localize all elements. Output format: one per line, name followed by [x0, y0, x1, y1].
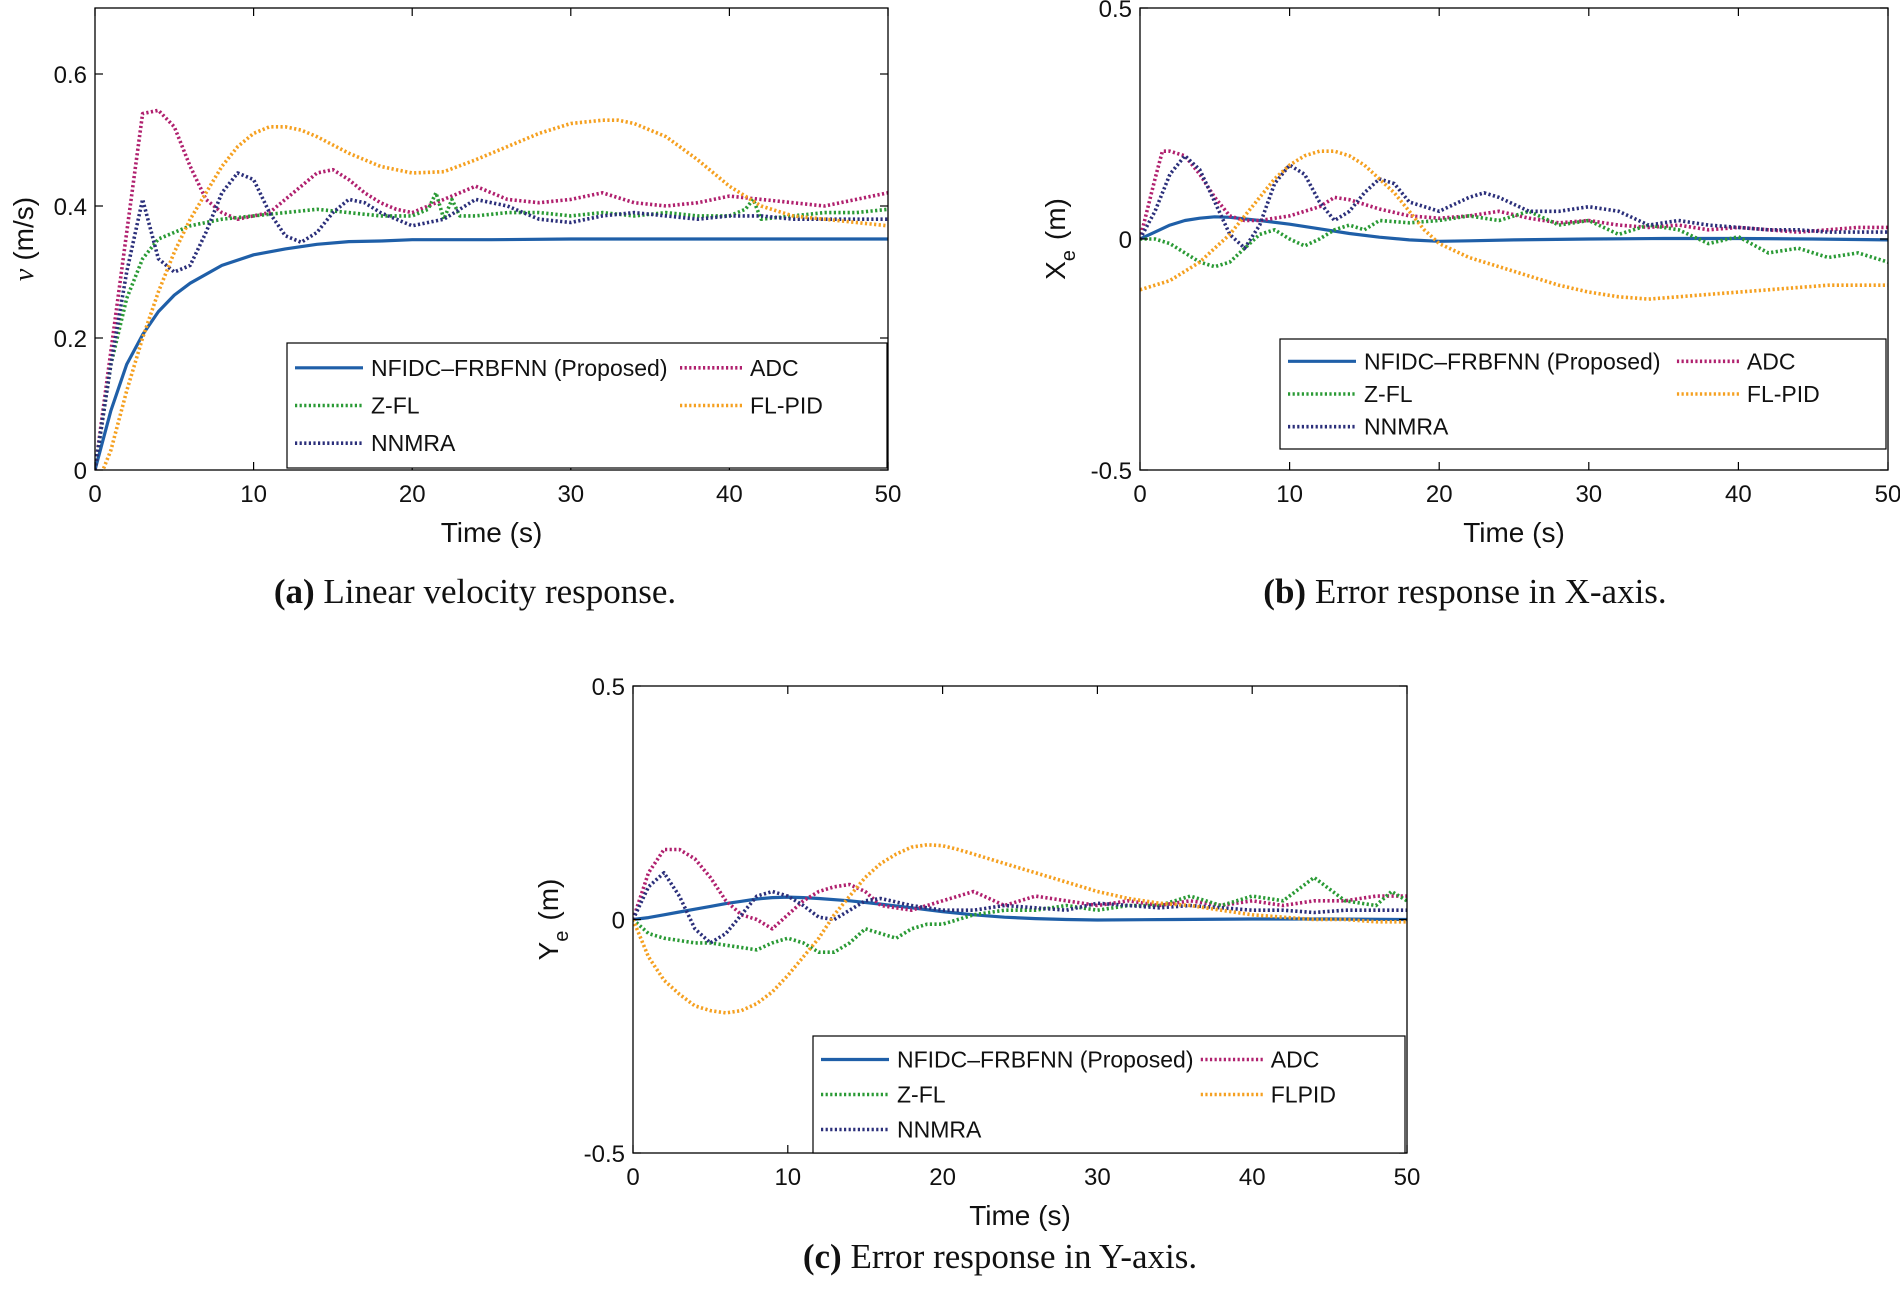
legend-label-nfidc: NFIDC–FRBFNN (Proposed): [1364, 348, 1661, 374]
x-tick-label: 20: [399, 481, 426, 508]
legend-label-z-fl: Z-FL: [897, 1082, 946, 1108]
y-axis-label: ν (m/s): [8, 197, 40, 281]
y-tick-label: 0: [612, 908, 625, 935]
x-tick-label: 40: [1725, 481, 1752, 508]
y-tick-label: 0.5: [1099, 0, 1132, 23]
x-tick-label: 10: [240, 481, 267, 508]
y-axis-label: Xe (m): [1040, 198, 1080, 280]
legend-box: [286, 342, 888, 469]
series-line-nfidc: [1140, 215, 1888, 243]
caption-c-text: Error response in Y-axis.: [841, 1237, 1198, 1276]
axes-box: [94, 7, 889, 471]
legend-label-z-fl: Z-FL: [371, 393, 420, 419]
legend-label-nfidc: NFIDC–FRBFNN (Proposed): [371, 355, 668, 381]
x-tick-label: 50: [875, 481, 902, 508]
legend-label-fl-pid: FL-PID: [750, 393, 823, 419]
series-line-adc: [633, 847, 1407, 931]
legend: NFIDC–FRBFNN (Proposed) ADC Z-FL FL-PID NNMR…: [1279, 338, 1887, 450]
y-tick-label: 0.5: [592, 674, 625, 701]
x-tick-label: 40: [716, 481, 743, 508]
x-tick-label: 30: [1575, 481, 1602, 508]
legend-box: [812, 1035, 1406, 1154]
legend-label-nnmra: NNMRA: [1364, 414, 1449, 440]
x-axis-label: Time (s): [1463, 517, 1565, 548]
y-axis-label-unit: (m): [533, 879, 564, 921]
x-tick-label: 0: [626, 1164, 639, 1191]
caption-b-label: (b): [1263, 572, 1307, 611]
y-tick-label: 0.6: [54, 62, 87, 89]
caption-b-text: Error response in X-axis.: [1306, 572, 1667, 611]
caption-a-label: (a): [273, 572, 315, 611]
legend-label-nnmra: NNMRA: [371, 430, 456, 456]
x-tick-label: 0: [1133, 481, 1146, 508]
chart-linear-velocity: 0 10 20 30 40 50 0 0.2 0.4 0.6 Time (s) ν (m/s) NFIDC…: [8, 7, 902, 548]
y-tick-label: -0.5: [1091, 458, 1132, 485]
series-line-fl-pid: [633, 842, 1407, 1015]
y-axis-label: Ye (m): [533, 879, 573, 961]
series-line-adc: [95, 108, 888, 470]
legend-label-adc: ADC: [750, 355, 799, 381]
y-axis-label-main: ν: [9, 268, 40, 281]
series-line-fl-pid: [101, 118, 888, 470]
x-tick-label: 40: [1239, 1164, 1266, 1191]
y-tick-label: 0: [74, 458, 87, 485]
legend-label-fl-pid: FLPID: [1271, 1082, 1336, 1108]
x-axis-label: Time (s): [441, 517, 543, 548]
series-line-nfidc: [633, 895, 1407, 922]
legend-box: [1279, 338, 1887, 450]
legend-label-adc: ADC: [1271, 1047, 1320, 1073]
series-group: [95, 108, 888, 470]
y-axis-label-main: X: [1040, 261, 1071, 280]
y-tick-label: 0.2: [54, 326, 87, 353]
y-tick-label: 0: [1119, 227, 1132, 254]
y-axis-label-sub: e: [1058, 250, 1080, 261]
series-line-z-fl: [633, 875, 1407, 955]
x-tick-label: 10: [1276, 481, 1303, 508]
x-tick-label: 50: [1875, 481, 1900, 508]
series-group: [633, 842, 1407, 1015]
series-line-z-fl: [95, 191, 888, 470]
x-tick-label: 10: [774, 1164, 801, 1191]
legend-label-adc: ADC: [1747, 348, 1796, 374]
series-line-fl-pid: [1140, 149, 1888, 301]
caption-b: (b) Error response in X-axis.: [1030, 572, 1900, 612]
x-tick-label: 30: [557, 481, 584, 508]
y-axis-label-unit: (m): [1040, 198, 1071, 240]
series-line-nnmra: [1140, 154, 1888, 250]
caption-c: (c) Error response in Y-axis.: [600, 1237, 1400, 1277]
legend: NFIDC–FRBFNN (Proposed) ADC Z-FL FL-PID NNMR…: [286, 342, 888, 469]
series-line-nnmra: [95, 171, 888, 470]
legend-label-z-fl: Z-FL: [1364, 381, 1413, 407]
x-tick-label: 20: [929, 1164, 956, 1191]
caption-c-label: (c): [802, 1237, 842, 1276]
y-axis-label-sub: e: [551, 931, 573, 942]
y-tick-label: 0.4: [54, 194, 87, 221]
caption-a: (a) Linear velocity response.: [0, 572, 950, 612]
series-group: [1140, 149, 1888, 301]
caption-a-text: Linear velocity response.: [314, 572, 677, 611]
x-tick-label: 20: [1426, 481, 1453, 508]
x-tick-label: 0: [88, 481, 101, 508]
legend-label-nnmra: NNMRA: [897, 1117, 982, 1143]
series-line-nnmra: [633, 870, 1407, 945]
x-tick-label: 50: [1394, 1164, 1421, 1191]
y-axis-label-main: Y: [533, 941, 564, 960]
x-axis-label: Time (s): [969, 1200, 1071, 1231]
legend-label-nfidc: NFIDC–FRBFNN (Proposed): [897, 1047, 1194, 1073]
x-tick-label: 30: [1084, 1164, 1111, 1191]
y-axis-label-unit: (m/s): [8, 197, 39, 261]
legend: NFIDC–FRBFNN (Proposed) ADC Z-FL FLPID NNMRA: [812, 1035, 1406, 1154]
series-line-z-fl: [1140, 209, 1888, 269]
legend-label-fl-pid: FL-PID: [1747, 381, 1820, 407]
y-tick-label: -0.5: [584, 1141, 625, 1168]
